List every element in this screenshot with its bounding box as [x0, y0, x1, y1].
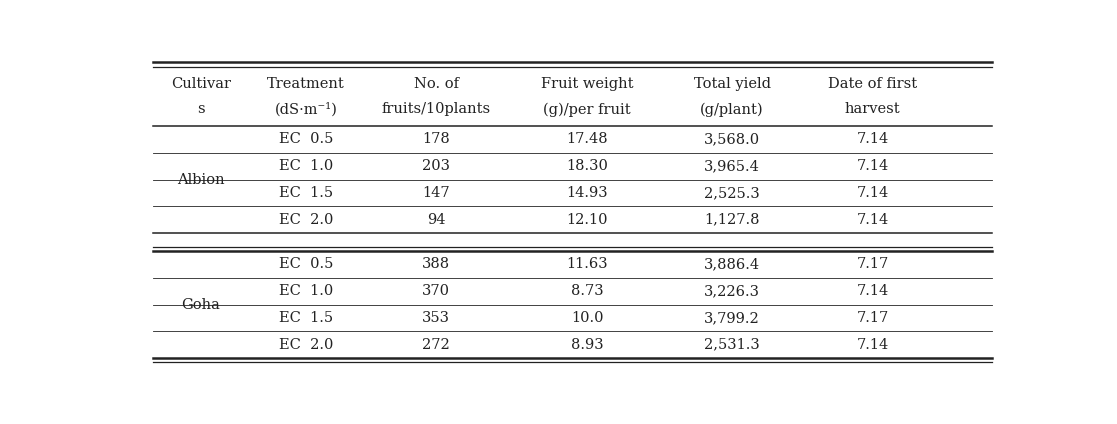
Text: 272: 272 [422, 338, 450, 352]
Text: EC  0.5: EC 0.5 [278, 132, 333, 146]
Text: 3,886.4: 3,886.4 [704, 257, 760, 271]
Text: (g)/per fruit: (g)/per fruit [543, 102, 631, 117]
Text: 7.14: 7.14 [857, 338, 889, 352]
Text: 17.48: 17.48 [566, 132, 608, 146]
Text: Total yield: Total yield [694, 77, 771, 92]
Text: 7.17: 7.17 [857, 257, 889, 271]
Text: EC  0.5: EC 0.5 [278, 257, 333, 271]
Text: Albion: Albion [178, 173, 225, 187]
Text: EC  1.5: EC 1.5 [279, 311, 333, 325]
Text: 94: 94 [427, 213, 446, 227]
Text: 3,568.0: 3,568.0 [704, 132, 760, 146]
Text: 370: 370 [422, 284, 450, 298]
Text: 147: 147 [422, 186, 450, 200]
Text: EC  1.5: EC 1.5 [279, 186, 333, 200]
Text: EC  1.0: EC 1.0 [279, 159, 333, 173]
Text: Fruit weight: Fruit weight [541, 77, 633, 92]
Text: 12.10: 12.10 [566, 213, 608, 227]
Text: 353: 353 [422, 311, 450, 325]
Text: s: s [197, 102, 204, 116]
Text: (g/plant): (g/plant) [700, 102, 764, 117]
Text: 3,965.4: 3,965.4 [704, 159, 760, 173]
Text: fruits/10plants: fruits/10plants [381, 102, 490, 116]
Text: 2,531.3: 2,531.3 [704, 338, 760, 352]
Text: 7.14: 7.14 [857, 186, 889, 200]
Text: Cultivar: Cultivar [171, 77, 231, 92]
Text: 7.14: 7.14 [857, 132, 889, 146]
Text: EC  2.0: EC 2.0 [278, 338, 333, 352]
Text: 2,525.3: 2,525.3 [704, 186, 760, 200]
Text: 7.14: 7.14 [857, 284, 889, 298]
Text: 8.93: 8.93 [571, 338, 603, 352]
Text: (dS·m⁻¹): (dS·m⁻¹) [275, 102, 337, 117]
Text: harvest: harvest [844, 102, 900, 116]
Text: 14.93: 14.93 [566, 186, 608, 200]
Text: 178: 178 [422, 132, 450, 146]
Text: 8.73: 8.73 [571, 284, 603, 298]
Text: 7.14: 7.14 [857, 159, 889, 173]
Text: 3,799.2: 3,799.2 [704, 311, 760, 325]
Text: 18.30: 18.30 [566, 159, 608, 173]
Text: 3,226.3: 3,226.3 [704, 284, 760, 298]
Text: 388: 388 [422, 257, 450, 271]
Text: EC  1.0: EC 1.0 [279, 284, 333, 298]
Text: 1,127.8: 1,127.8 [704, 213, 760, 227]
Text: Goha: Goha [181, 298, 220, 312]
Text: No. of: No. of [413, 77, 458, 92]
Text: 10.0: 10.0 [571, 311, 603, 325]
Text: EC  2.0: EC 2.0 [278, 213, 333, 227]
Text: 203: 203 [422, 159, 450, 173]
Text: 7.14: 7.14 [857, 213, 889, 227]
Text: 11.63: 11.63 [566, 257, 608, 271]
Text: 7.17: 7.17 [857, 311, 889, 325]
Text: Date of first: Date of first [828, 77, 917, 92]
Text: Treatment: Treatment [267, 77, 345, 92]
